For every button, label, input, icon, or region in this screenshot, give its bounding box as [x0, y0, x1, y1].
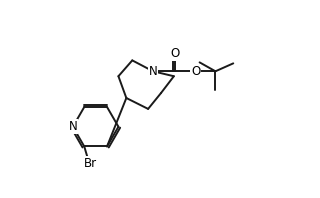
Text: O: O [191, 65, 200, 78]
Text: Br: Br [84, 157, 97, 170]
Text: N: N [149, 65, 157, 78]
Text: O: O [170, 47, 180, 60]
Text: N: N [68, 120, 77, 133]
